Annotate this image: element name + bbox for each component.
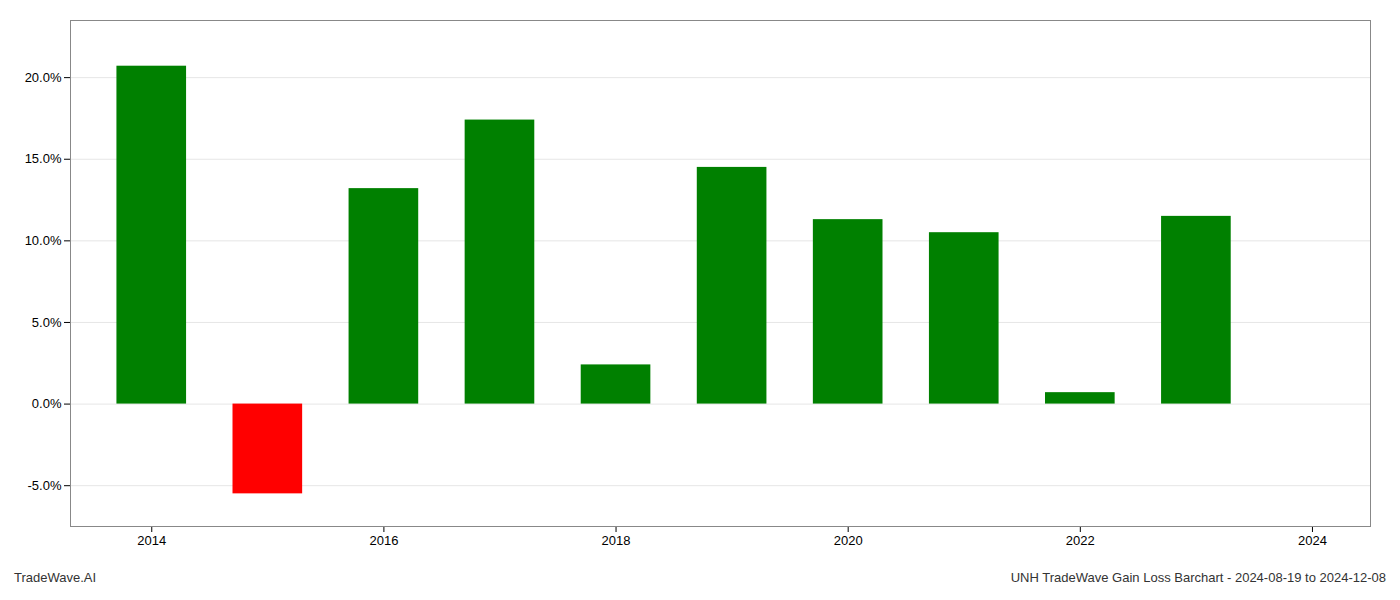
svg-text:2022: 2022 [1066,533,1095,548]
svg-text:20.0%: 20.0% [25,70,62,85]
svg-text:2014: 2014 [137,533,166,548]
svg-text:2020: 2020 [834,533,863,548]
svg-text:-5.0%: -5.0% [28,478,62,493]
html-text:UNH TradeWave Gain Loss Barcha: UNH TradeWave Gain Loss Barchart - 2024-… [1010,570,1386,585]
svg-text:10.0%: 10.0% [25,233,62,248]
html-text:TradeWave.AI: TradeWave.AI [14,570,97,585]
svg-text:15.0%: 15.0% [25,151,62,166]
svg-text:5.0%: 5.0% [32,315,62,330]
svg-text:2024: 2024 [1298,533,1327,548]
svg-text:2016: 2016 [369,533,398,548]
svg-text:0.0%: 0.0% [32,396,62,411]
svg-text:2018: 2018 [602,533,631,548]
